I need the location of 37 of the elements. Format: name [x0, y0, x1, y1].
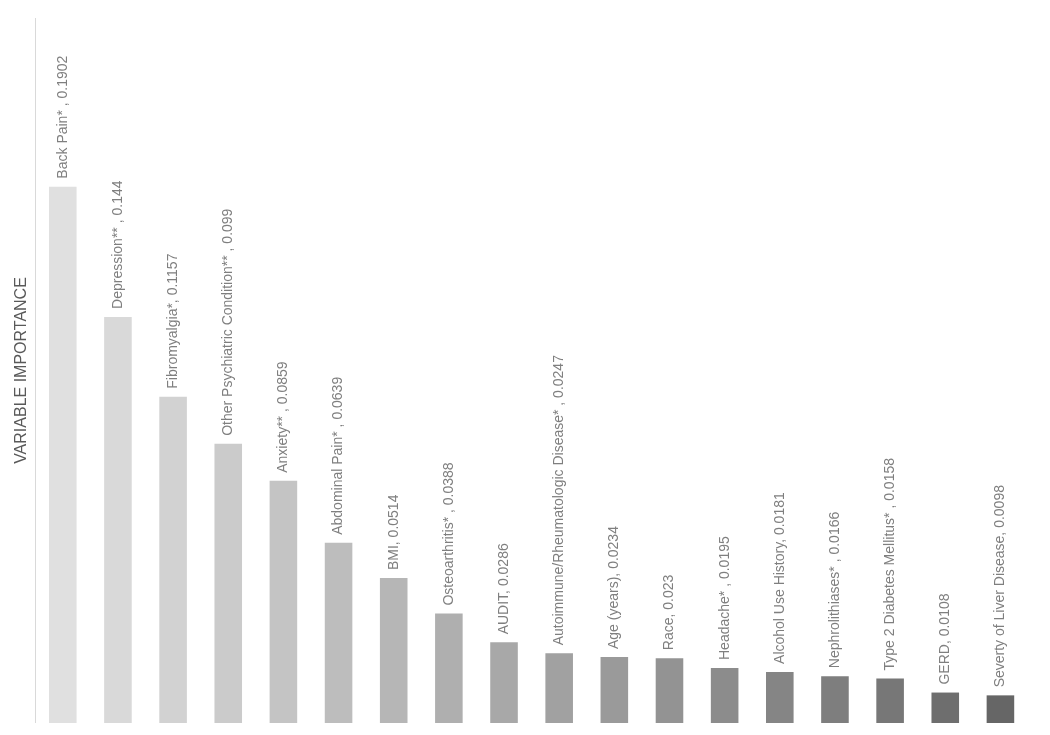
data-label: Nephrolithiases* , 0.0166 — [825, 511, 842, 669]
bar — [931, 692, 960, 723]
data-label: Fibromyalgia*, 0.1157 — [163, 253, 180, 389]
bar — [986, 695, 1015, 723]
bar — [766, 671, 794, 723]
data-label: Osteoarthritis* , 0.0388 — [439, 462, 456, 606]
data-label: Depression** , 0.144 — [108, 180, 125, 309]
y-axis-title: VARIABLE IMPORTANCE — [12, 277, 30, 464]
data-label: Abdominal Pain* , 0.0639 — [329, 376, 346, 535]
bar — [104, 316, 132, 723]
data-label: Age (years), 0.0234 — [605, 525, 622, 650]
data-label: GERD, 0.0108 — [936, 593, 953, 685]
data-label: Headache* , 0.0195 — [715, 536, 732, 661]
data-label: Anxiety** , 0.0859 — [274, 361, 291, 473]
bar — [876, 678, 904, 723]
data-label: Type 2 Diabetes Mellitus* , 0.0158 — [880, 457, 897, 671]
data-label: Severty of Liver Disease, 0.0098 — [991, 484, 1008, 688]
bar — [821, 676, 849, 723]
data-label: BMI, 0.0514 — [384, 494, 401, 571]
data-label: Alcohol Use History, 0.0181 — [770, 492, 787, 664]
data-label: AUDIT, 0.0286 — [494, 543, 511, 635]
bar — [324, 542, 353, 723]
data-label: Other Psychiatric Condition** , 0.099 — [219, 208, 236, 436]
bar — [655, 658, 684, 723]
data-label: Race, 0.023 — [660, 574, 677, 651]
bar — [214, 443, 243, 723]
bar — [48, 186, 77, 723]
bar — [710, 668, 739, 723]
bar — [545, 653, 573, 723]
bar — [269, 480, 298, 723]
bar — [490, 642, 518, 723]
bar — [435, 613, 463, 723]
bar — [600, 657, 629, 723]
data-label: Back Pain* , 0.1902 — [53, 55, 70, 179]
bar — [379, 578, 408, 723]
data-label: Autoimmune/Rheumatologic Disease* , 0.0247 — [550, 354, 567, 646]
bar — [159, 396, 187, 723]
